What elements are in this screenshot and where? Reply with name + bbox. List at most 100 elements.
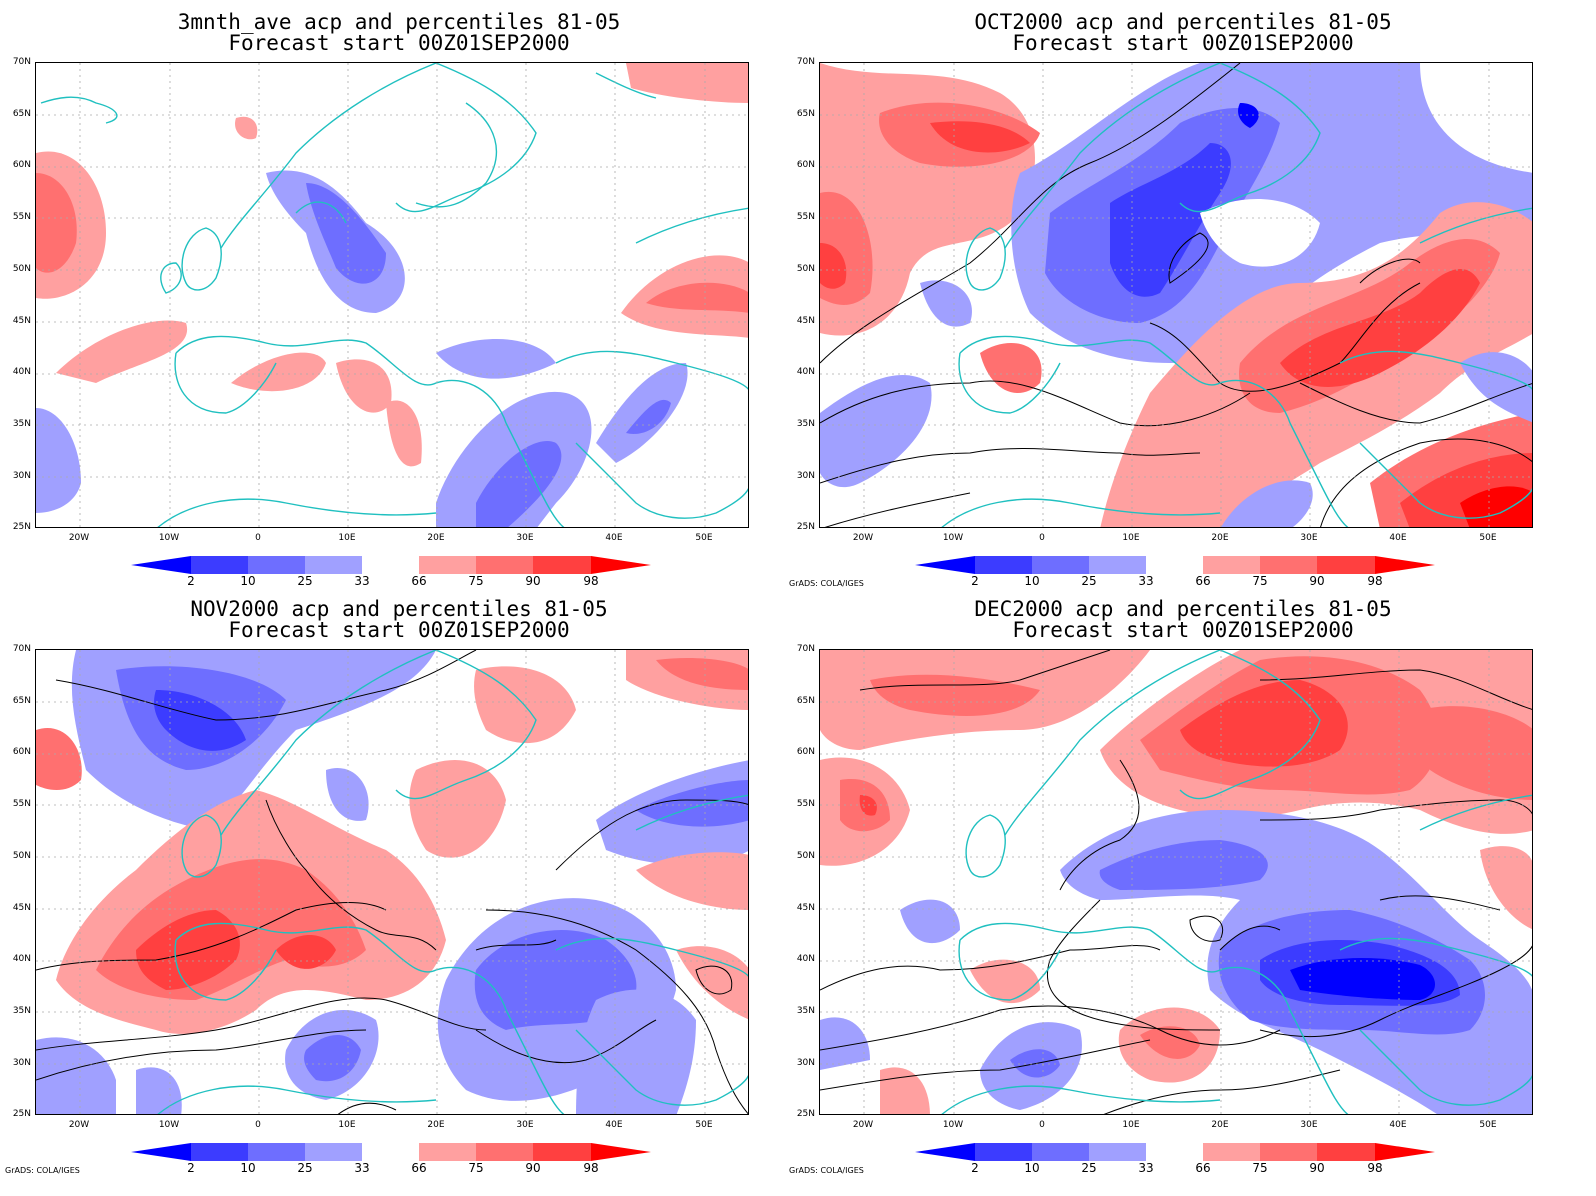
lat-label: 40N — [12, 367, 31, 377]
colorbar-label: 90 — [1309, 574, 1325, 588]
map-panel-3: NOV2000 acp and percentiles 81-05 Foreca… — [0, 587, 798, 1185]
colorbar — [915, 1143, 1435, 1161]
colorbar-label: 98 — [1367, 1161, 1383, 1175]
lat-label: 35N — [796, 1006, 815, 1016]
lat-label: 55N — [12, 799, 31, 809]
lat-label: 25N — [796, 1109, 815, 1119]
colorbar-label: 25 — [297, 574, 313, 588]
lat-label: 55N — [796, 212, 815, 222]
coastlines — [40, 63, 748, 527]
contour-lines — [820, 650, 1532, 1114]
colorbar-label: 90 — [525, 1161, 541, 1175]
colorbar-label: 90 — [1309, 1161, 1325, 1175]
map-area — [35, 62, 749, 528]
lat-label: 70N — [12, 644, 31, 654]
lon-label: 30E — [516, 533, 534, 543]
lon-label: 30E — [1300, 533, 1318, 543]
lon-label: 10E — [338, 1120, 356, 1130]
panel-title: 3mnth_ave acp and percentiles 81-05 — [177, 10, 621, 34]
colorbar-label: 75 — [468, 1161, 484, 1175]
lat-label: 60N — [796, 160, 815, 170]
lon-label: 20E — [1211, 533, 1229, 543]
panel-title: DEC2000 acp and percentiles 81-05 — [974, 597, 1392, 621]
lon-label: 10W — [158, 1120, 180, 1130]
lat-label: 65N — [12, 696, 31, 706]
colorbar-label: 66 — [411, 1161, 427, 1175]
colorbar-label: 10 — [1024, 1161, 1040, 1175]
grads-credit: GrADS: COLA/IGES — [789, 579, 864, 588]
lon-label: 30E — [516, 1120, 534, 1130]
lat-label: 40N — [12, 954, 31, 964]
lat-label: 35N — [796, 419, 815, 429]
colorbar-label: 10 — [240, 1161, 256, 1175]
lat-label: 30N — [12, 471, 31, 481]
lat-label: 50N — [796, 851, 815, 861]
grid — [820, 650, 1532, 1114]
lat-label: 70N — [12, 57, 31, 67]
lat-label: 50N — [12, 851, 31, 861]
lon-label: 10E — [1122, 1120, 1140, 1130]
lon-label: 20W — [852, 1120, 874, 1130]
coastlines — [157, 650, 748, 1114]
lon-label: 10W — [942, 1120, 964, 1130]
lat-label: 45N — [796, 316, 815, 326]
lon-label: 20E — [427, 1120, 445, 1130]
panel-subtitle: Forecast start 00Z01SEP2000 — [228, 618, 570, 642]
lon-label: 40E — [1389, 1120, 1407, 1130]
lat-label: 35N — [12, 419, 31, 429]
lat-label: 30N — [796, 471, 815, 481]
lon-label: 20E — [427, 533, 445, 543]
lon-label: 0 — [255, 1120, 261, 1130]
lat-label: 65N — [796, 696, 815, 706]
shaded-anomalies — [36, 63, 748, 527]
lat-label: 25N — [12, 522, 31, 532]
colorbar-label: 33 — [354, 1161, 370, 1175]
colorbar-label: 98 — [583, 1161, 599, 1175]
lon-label: 10W — [158, 533, 180, 543]
lat-label: 65N — [796, 109, 815, 119]
lon-label: 40E — [605, 1120, 623, 1130]
lon-label: 50E — [1479, 1120, 1497, 1130]
lat-label: 45N — [796, 903, 815, 913]
colorbar — [131, 1143, 651, 1161]
grid — [36, 63, 748, 527]
contour-lines — [36, 650, 748, 1114]
lat-label: 65N — [12, 109, 31, 119]
colorbar-label: 25 — [1081, 574, 1097, 588]
coastlines — [941, 650, 1532, 1114]
grads-credit: GrADS: COLA/IGES — [5, 1166, 80, 1175]
lat-label: 50N — [796, 264, 815, 274]
colorbar-label: 25 — [1081, 1161, 1097, 1175]
lon-label: 0 — [1039, 1120, 1045, 1130]
panel-subtitle: Forecast start 00Z01SEP2000 — [1012, 618, 1354, 642]
colorbar-label: 66 — [1195, 1161, 1211, 1175]
lat-label: 55N — [796, 799, 815, 809]
colorbar-label: 66 — [411, 574, 427, 588]
lon-label: 50E — [695, 533, 713, 543]
lon-label: 30E — [1300, 1120, 1318, 1130]
colorbar-label: 75 — [1252, 1161, 1268, 1175]
map-panel-2: OCT2000 acp and percentiles 81-05 Foreca… — [784, 0, 1582, 598]
lat-label: 45N — [12, 903, 31, 913]
lat-label: 55N — [12, 212, 31, 222]
lat-label: 30N — [796, 1058, 815, 1068]
colorbar-label: 66 — [1195, 574, 1211, 588]
panel-title: OCT2000 acp and percentiles 81-05 — [974, 10, 1392, 34]
lon-label: 10E — [1122, 533, 1140, 543]
lat-label: 30N — [12, 1058, 31, 1068]
panel-title: NOV2000 acp and percentiles 81-05 — [190, 597, 608, 621]
colorbar-label: 75 — [468, 574, 484, 588]
lon-label: 40E — [605, 533, 623, 543]
colorbar-label: 2 — [971, 1161, 979, 1175]
map-panel-4: DEC2000 acp and percentiles 81-05 Foreca… — [784, 587, 1582, 1185]
shaded-anomalies — [820, 63, 1532, 527]
map-area — [819, 649, 1533, 1115]
lat-label: 60N — [12, 747, 31, 757]
coastlines — [941, 63, 1532, 527]
lat-label: 60N — [12, 160, 31, 170]
lat-label: 25N — [796, 522, 815, 532]
lat-label: 35N — [12, 1006, 31, 1016]
colorbar-label: 90 — [525, 574, 541, 588]
lon-label: 20W — [68, 533, 90, 543]
lon-label: 50E — [1479, 533, 1497, 543]
